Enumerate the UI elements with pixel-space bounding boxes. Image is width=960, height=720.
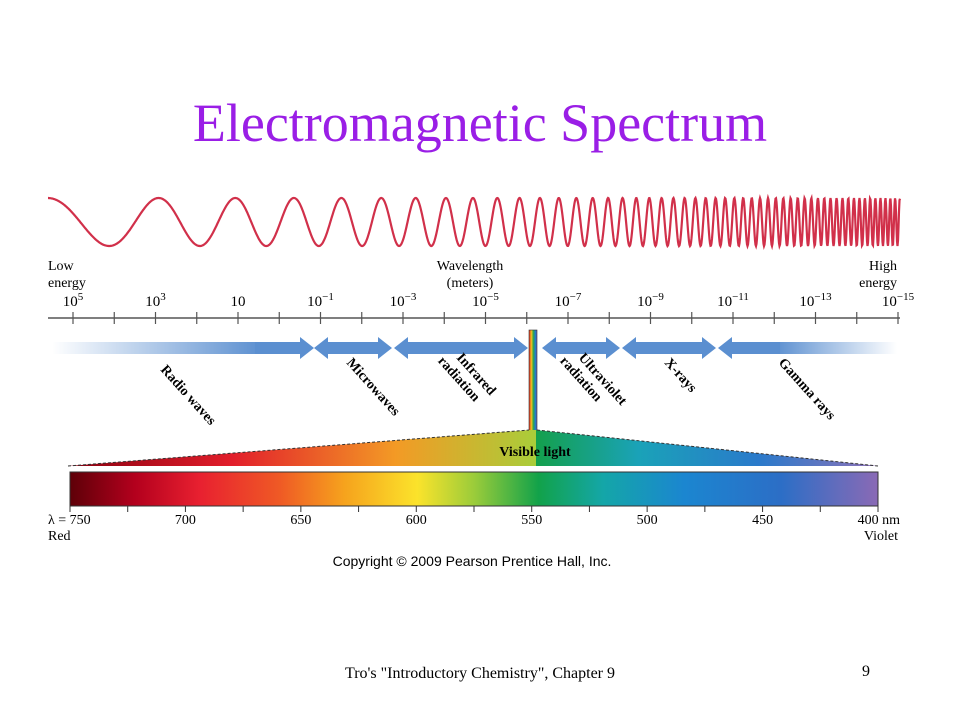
fan-right-edge (536, 429, 879, 467)
radio-waves-label: Radio waves (157, 363, 219, 429)
wavelength-axis-label-line2: (meters) (447, 276, 494, 291)
nm-tick-labels: λ = 750 700 650 600 550 500 450 400 nm (48, 513, 900, 528)
wavelength-tick-label: 10−13 (799, 291, 832, 310)
slide-footer: Tro's "Introductory Chemistry", Chapter … (345, 665, 615, 682)
violet-label: Violet (864, 529, 898, 544)
nm-tick-label: 650 (290, 513, 311, 528)
nm-tick-label: 400 nm (858, 513, 901, 528)
wavelength-tick-label: 105 (63, 291, 84, 310)
nm-tick-label: 700 (175, 513, 196, 528)
wavelength-axis-ticks (72, 312, 899, 324)
gamma-arrow (718, 337, 780, 359)
xrays-label: X-rays (661, 356, 700, 396)
wavelength-tick-label: 10−9 (637, 291, 664, 310)
visible-light-label: Visible light (499, 445, 571, 460)
copyright-notice: Copyright © 2009 Pearson Prentice Hall, … (333, 553, 612, 569)
region-arrows (52, 337, 897, 359)
visible-spectrum-bar (69, 471, 879, 507)
nm-tick-label: 450 (752, 513, 773, 528)
wavelength-tick-label: 10−15 (882, 291, 915, 310)
gamma-rays-label: Gamma rays (775, 356, 838, 424)
wavelength-axis-label: Wavelength (437, 259, 504, 274)
high-energy-label-line2: energy (859, 276, 897, 291)
gamma-fade-bar (775, 342, 897, 354)
wavelength-wave (48, 193, 902, 251)
nm-tick-label: 500 (637, 513, 658, 528)
radio-fade-bar (52, 342, 262, 354)
wavelength-tick-label: 10−1 (307, 291, 334, 310)
radio-arrow (255, 337, 314, 359)
nm-tick-label: 600 (406, 513, 427, 528)
microwaves-label: Microwaves (343, 356, 403, 420)
low-energy-label-line2: energy (48, 276, 86, 291)
nm-tick-label: λ = 750 (48, 513, 91, 528)
high-energy-label: High (869, 259, 897, 274)
xray-arrow (622, 337, 716, 359)
ultraviolet-label: Ultraviolet radiation (556, 351, 629, 409)
wavelength-tick-label: 103 (145, 291, 166, 310)
visible-stripe (528, 329, 538, 437)
red-label: Red (48, 529, 71, 544)
wavelength-tick-label: 10−3 (390, 291, 417, 310)
wavelength-tick-label: 10−11 (717, 291, 749, 310)
page-number: 9 (862, 663, 870, 680)
wavelength-tick-label: 10−7 (555, 291, 582, 310)
wavelength-tick-label: 10 (231, 294, 246, 310)
ultraviolet-arrow (542, 337, 620, 359)
svg-text:X-rays: X-rays (661, 356, 700, 396)
slide-title: Electromagnetic Spectrum (192, 93, 768, 153)
svg-text:Radio waves: Radio waves (157, 363, 219, 429)
wavelength-tick-labels: 105 103 10 10−1 10−3 10−5 10−7 10−9 10−11 10−13 10… (63, 291, 915, 310)
low-energy-label: Low (48, 259, 75, 274)
nm-axis-ticks (69, 506, 879, 512)
svg-text:Gamma rays: Gamma rays (775, 356, 838, 424)
fan-left-edge (67, 429, 530, 467)
infrared-arrow (394, 337, 528, 359)
nm-tick-label: 550 (521, 513, 542, 528)
svg-text:Microwaves: Microwaves (343, 356, 403, 420)
wavelength-tick-label: 10−5 (472, 291, 499, 310)
microwave-arrow (314, 337, 392, 359)
